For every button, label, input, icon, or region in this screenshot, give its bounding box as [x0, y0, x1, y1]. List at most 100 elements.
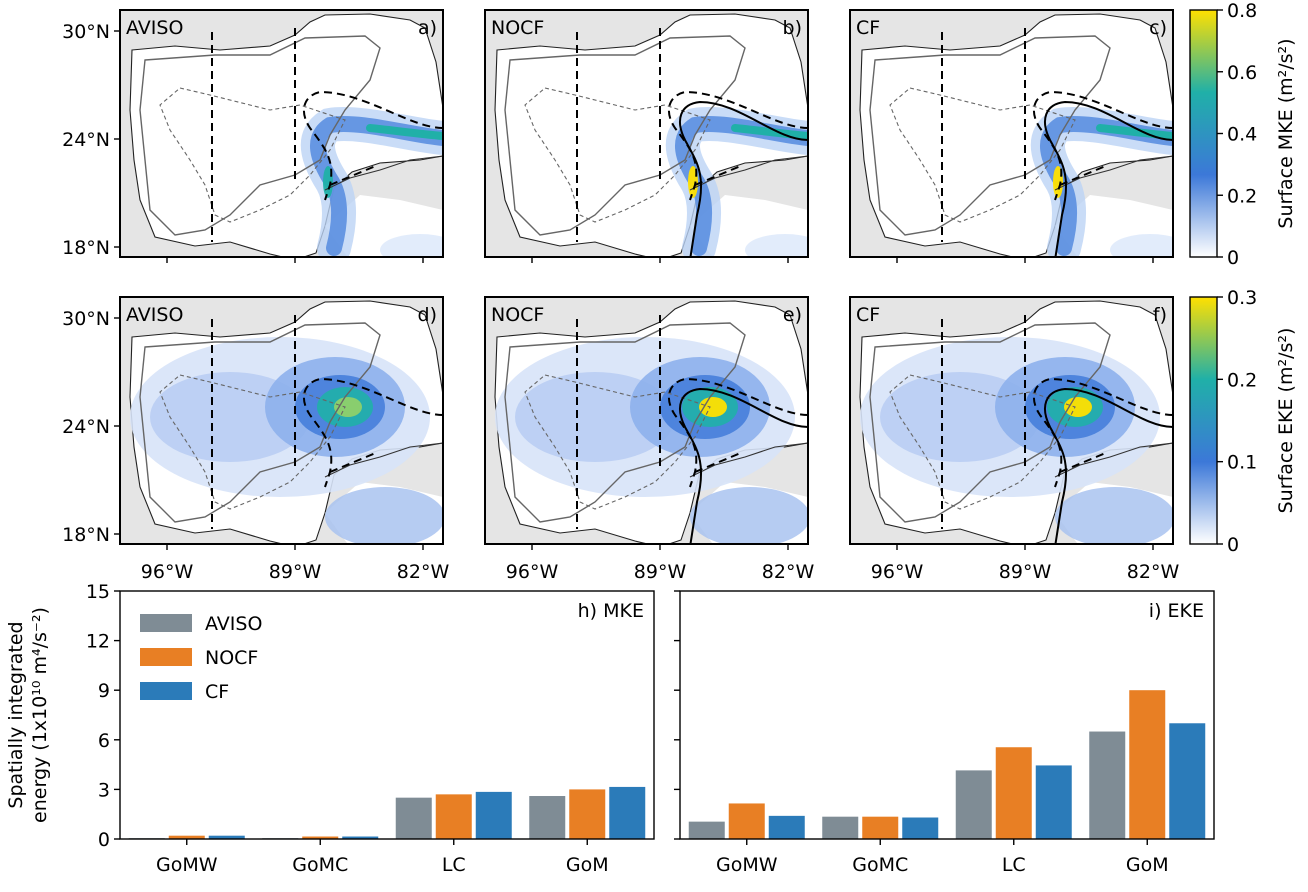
legend-label: AVISO — [205, 613, 262, 635]
panel-source-label: AVISO — [126, 304, 183, 326]
loop-current-solid — [1044, 387, 1173, 544]
panel-letter: a) — [418, 17, 437, 39]
panel-letter: e) — [783, 304, 802, 326]
lat-tick-label: 30°N — [62, 308, 110, 330]
bar — [208, 835, 245, 839]
bar — [728, 803, 765, 839]
colorbar-tick-label: 0.4 — [1227, 124, 1257, 146]
legend-swatch — [140, 682, 192, 700]
cuba-coast — [1054, 155, 1173, 191]
isobath-solid — [504, 35, 746, 236]
panel-source-label: AVISO — [126, 17, 183, 39]
colorbar-label: Surface MKE (m²/s²) — [1275, 38, 1297, 228]
lon-tick-label: 89°W — [269, 561, 322, 583]
bar — [768, 815, 805, 839]
bar — [1129, 690, 1166, 839]
y-tick-label: 3 — [98, 779, 110, 801]
panel-frame — [849, 296, 1174, 545]
panel-frame — [484, 296, 809, 545]
bar — [822, 816, 859, 839]
category-tick-label: GoMW — [716, 854, 778, 876]
bar — [955, 770, 992, 839]
legend-label: NOCF — [205, 647, 258, 669]
cuba-coast — [689, 155, 808, 191]
bar — [168, 835, 205, 839]
map-panel: CF c) — [849, 9, 1174, 263]
bar — [529, 796, 566, 839]
colorbar-tick-label: 0.1 — [1227, 452, 1257, 474]
lon-tick-label: 82°W — [397, 561, 450, 583]
colorbar-tick-label: 0.6 — [1227, 62, 1257, 84]
y-tick-label: 15 — [86, 581, 110, 603]
map-panel: AVISO d) 30°N 24°N 18°N 96°W 89°W 82°W — [62, 296, 450, 583]
bar — [435, 794, 472, 839]
colorbar-tick-label: 0.3 — [1227, 287, 1257, 309]
y-tick-label: 0 — [98, 829, 110, 851]
isobath-solid — [869, 322, 1111, 523]
bar-panel-label: i) EKE — [1149, 600, 1204, 622]
lat-tick-label: 30°N — [62, 21, 110, 43]
y-tick-label: 12 — [86, 631, 110, 653]
panel-frame — [119, 296, 444, 545]
panel-source-label: NOCF — [491, 304, 544, 326]
bar-panel: GoMW GoMC LC GoM i) EKE — [674, 590, 1215, 876]
y-tick-label: 9 — [98, 680, 110, 702]
yucatan-section-line — [1059, 451, 1109, 473]
map-panel: NOCF e) 96°W 89°W 82°W — [484, 296, 815, 583]
isobath-dashed — [889, 374, 1076, 510]
category-tick-label: GoMC — [852, 854, 908, 876]
isobath-solid — [139, 35, 381, 236]
lat-tick-label: 24°N — [62, 129, 110, 151]
colorbar-tick-label: 0 — [1227, 247, 1239, 269]
bar — [862, 816, 899, 839]
bar — [395, 797, 432, 839]
panel-letter: b) — [783, 17, 802, 39]
cuba-coast — [689, 442, 808, 478]
panel-source-label: CF — [856, 304, 880, 326]
panel-source-label: NOCF — [491, 17, 544, 39]
bar-panel-label: h) MKE — [578, 600, 644, 622]
panel-frame — [119, 9, 444, 258]
bar — [995, 747, 1032, 839]
lat-tick-label: 24°N — [62, 416, 110, 438]
map-panel: CF f) 96°W 89°W 82°W — [849, 296, 1179, 583]
isobath-dashed — [159, 87, 346, 223]
svg-text:Spatially integrated: Spatially integrated — [5, 621, 27, 808]
isobath-dashed — [159, 374, 346, 510]
map-panel: NOCF b) — [484, 9, 809, 263]
panel-letter: c) — [1149, 17, 1167, 39]
colorbar: 0 0.2 0.4 0.6 0.8 Surface MKE (m²/s²) — [1189, 0, 1297, 269]
lon-tick-label: 82°W — [762, 561, 815, 583]
bar — [342, 836, 379, 839]
category-tick-label: LC — [442, 854, 466, 876]
legend-label: CF — [205, 681, 229, 703]
bar — [609, 786, 646, 839]
map-panels: AVISO a) 30°N 24°N 18°N NOCF b) CF c) AVISO d) 30°N… — [62, 9, 1179, 583]
cuba-coast — [1054, 442, 1173, 478]
lon-tick-label: 96°W — [871, 561, 924, 583]
colorbar-tick-label: 0 — [1227, 534, 1239, 556]
map-panel: AVISO a) 30°N 24°N 18°N — [62, 9, 444, 263]
legend: AVISO NOCF CF — [140, 613, 262, 703]
isobath-solid — [869, 35, 1111, 236]
y-axis-label: Spatially integrated energy (1x10¹⁰ m⁴/s⁻… — [5, 607, 51, 823]
yucatan-section-line — [1059, 164, 1109, 186]
bar — [1089, 731, 1126, 839]
loop-current-solid — [679, 100, 808, 257]
colorbar-label: Surface EKE (m²/s²) — [1275, 328, 1297, 514]
yucatan-section-line — [329, 451, 379, 473]
y-tick-label: 6 — [98, 730, 110, 752]
bar — [475, 791, 512, 839]
isobath-dashed — [524, 374, 711, 510]
bar — [1169, 723, 1206, 839]
panel-source-label: CF — [856, 17, 880, 39]
legend-swatch — [140, 614, 192, 632]
panel-frame — [849, 9, 1174, 258]
loop-current-dashed — [302, 377, 443, 488]
lon-tick-label: 96°W — [141, 561, 194, 583]
panel-frame — [484, 9, 809, 258]
yucatan-section-line — [694, 164, 744, 186]
bar — [1035, 765, 1072, 839]
